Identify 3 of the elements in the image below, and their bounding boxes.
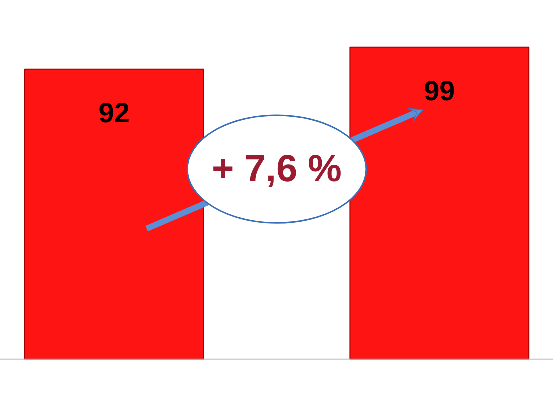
data-label: 99: [424, 75, 456, 106]
annotation: + 7,6 %: [212, 148, 342, 190]
data-label: 92: [98, 97, 130, 128]
